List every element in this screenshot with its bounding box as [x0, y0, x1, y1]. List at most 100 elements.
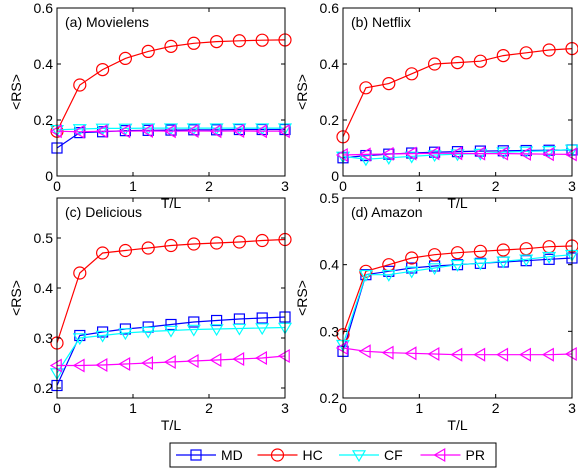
data-point	[232, 235, 246, 249]
data-point	[165, 318, 177, 331]
series-line	[56, 128, 285, 149]
series-line	[342, 347, 573, 356]
data-point	[427, 346, 440, 362]
data-point	[209, 124, 222, 139]
series-line	[56, 326, 286, 374]
data-point	[163, 354, 176, 370]
data-point	[188, 316, 200, 328]
data-point	[209, 352, 222, 368]
data-point	[520, 144, 532, 157]
panel-label: (b) Netflix	[351, 14, 411, 30]
data-point	[49, 358, 62, 373]
series-pr	[335, 340, 577, 362]
series-line	[56, 130, 285, 133]
data-point	[255, 323, 270, 336]
data-point	[519, 254, 534, 267]
legend-entry-md: MD	[176, 447, 243, 463]
data-point	[95, 62, 110, 77]
data-point	[118, 51, 133, 66]
data-point	[358, 344, 371, 359]
y-tick-label: 0.6	[320, 0, 340, 16]
y-tick-label: 0.3	[320, 323, 340, 339]
x-tick-label: 2	[492, 178, 500, 194]
data-point	[187, 36, 201, 50]
y-tick-label: 0.2	[34, 112, 54, 128]
data-point	[519, 347, 532, 362]
x-tick-label: 3	[568, 400, 576, 416]
data-point	[473, 244, 487, 258]
y-axis-label: <RS>	[8, 74, 24, 110]
data-point	[95, 330, 110, 343]
data-point	[496, 243, 510, 257]
data-point	[519, 146, 532, 161]
data-point	[335, 147, 348, 163]
series-line	[56, 238, 286, 344]
data-point	[450, 259, 465, 272]
legend-marker	[351, 450, 367, 463]
chart-panel-2: 0 1 2 3 0 0.2 0.4 0.6 T/L <RS> (b) Netflix	[294, 0, 578, 211]
data-point	[72, 124, 85, 139]
data-point	[49, 124, 62, 139]
x-tick-label: 1	[415, 178, 423, 194]
x-tick-label: 2	[205, 178, 213, 194]
y-axis-label: <RS>	[294, 280, 310, 316]
series-hc	[50, 33, 292, 138]
panel-label: (d) Amazon	[351, 204, 423, 220]
y-axis-label: <RS>	[294, 74, 310, 110]
data-point	[73, 78, 87, 92]
data-point	[427, 263, 442, 276]
x-tick-label: 1	[415, 400, 423, 416]
data-point	[359, 81, 373, 95]
data-point	[209, 324, 224, 337]
series-line	[342, 152, 573, 156]
x-axis-label: T/L	[447, 195, 467, 211]
panel-label: (a) Movielens	[65, 14, 149, 30]
data-point	[163, 124, 176, 139]
data-point	[255, 233, 269, 248]
x-tick-label: 0	[339, 400, 347, 416]
x-tick-label: 3	[568, 178, 576, 194]
data-point	[473, 146, 486, 161]
series-line	[56, 316, 286, 386]
data-point	[164, 39, 178, 53]
panel-label: (c) Delicious	[65, 204, 142, 220]
data-point	[141, 241, 155, 255]
data-point	[256, 312, 268, 324]
y-tick-label: 0.4	[320, 56, 340, 72]
data-point	[381, 345, 394, 360]
data-point	[564, 147, 577, 162]
x-tick-label: 0	[339, 178, 347, 194]
x-axis-label: T/L	[161, 417, 181, 433]
data-point	[404, 346, 417, 361]
y-tick-label: 0.5	[34, 230, 54, 246]
y-tick-label: 0.3	[34, 330, 54, 346]
series-md	[51, 311, 291, 392]
data-point	[210, 236, 224, 250]
data-point	[381, 269, 396, 282]
data-point	[427, 146, 440, 161]
data-point	[73, 266, 87, 280]
y-axis-label: <RS>	[8, 280, 24, 316]
y-tick-label: 0.5	[320, 190, 340, 206]
x-axis-label: T/L	[447, 417, 467, 433]
data-point	[232, 351, 245, 367]
axes-frame	[342, 7, 573, 177]
data-point	[255, 124, 267, 139]
series-cf	[335, 249, 578, 352]
data-point	[543, 253, 555, 265]
data-point	[564, 346, 577, 362]
data-point	[404, 151, 419, 164]
data-point	[186, 324, 201, 337]
data-point	[210, 34, 224, 49]
data-point	[519, 46, 533, 60]
data-point	[277, 124, 290, 139]
data-point	[542, 43, 556, 57]
data-point	[118, 124, 131, 139]
axes-frame	[342, 197, 573, 399]
data-point	[118, 243, 133, 258]
series-line	[342, 254, 573, 345]
data-point	[255, 350, 267, 366]
data-point	[381, 146, 394, 161]
data-point	[473, 347, 486, 362]
